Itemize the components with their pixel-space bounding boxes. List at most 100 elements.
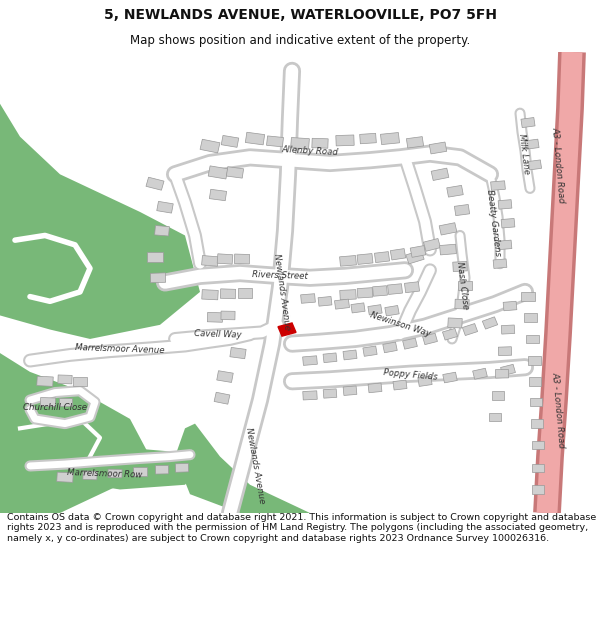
Polygon shape <box>368 304 382 315</box>
Polygon shape <box>209 189 227 201</box>
Polygon shape <box>493 259 507 268</box>
Text: Nash Close: Nash Close <box>455 261 469 309</box>
Polygon shape <box>393 380 407 390</box>
Polygon shape <box>440 244 457 255</box>
Polygon shape <box>200 139 220 153</box>
Polygon shape <box>217 371 233 382</box>
Polygon shape <box>391 249 406 260</box>
Text: Marrelsmoor Row: Marrelsmoor Row <box>67 468 143 479</box>
Polygon shape <box>503 301 517 311</box>
Polygon shape <box>489 412 501 421</box>
Polygon shape <box>323 389 337 398</box>
Text: Poppy Fields: Poppy Fields <box>383 368 437 381</box>
Polygon shape <box>221 136 239 148</box>
Polygon shape <box>491 181 505 191</box>
Text: Milk Lane: Milk Lane <box>517 133 531 174</box>
Polygon shape <box>57 472 73 482</box>
Polygon shape <box>146 177 164 190</box>
Polygon shape <box>455 299 469 309</box>
Polygon shape <box>373 286 388 296</box>
Polygon shape <box>368 383 382 392</box>
Polygon shape <box>302 356 317 366</box>
Polygon shape <box>482 317 497 329</box>
Polygon shape <box>336 135 354 146</box>
Polygon shape <box>406 250 424 264</box>
Polygon shape <box>525 139 539 149</box>
Polygon shape <box>447 186 463 197</box>
Polygon shape <box>37 376 53 386</box>
Polygon shape <box>403 338 418 349</box>
Polygon shape <box>202 289 218 300</box>
Polygon shape <box>363 346 377 356</box>
Polygon shape <box>221 311 235 320</box>
Polygon shape <box>147 253 163 262</box>
Polygon shape <box>151 273 166 282</box>
Polygon shape <box>357 288 373 298</box>
Polygon shape <box>323 353 337 362</box>
Polygon shape <box>318 296 332 306</box>
Polygon shape <box>526 335 539 343</box>
Polygon shape <box>157 201 173 213</box>
Polygon shape <box>155 466 169 474</box>
Polygon shape <box>443 372 457 383</box>
Polygon shape <box>529 160 542 170</box>
Polygon shape <box>266 136 283 147</box>
Polygon shape <box>532 441 544 449</box>
Polygon shape <box>410 246 426 258</box>
Polygon shape <box>359 133 376 144</box>
Text: Newlands Avenue: Newlands Avenue <box>244 428 266 505</box>
Polygon shape <box>453 261 467 271</box>
Polygon shape <box>303 391 317 400</box>
Polygon shape <box>424 239 440 251</box>
Text: Rivers Street: Rivers Street <box>252 271 308 281</box>
Polygon shape <box>208 166 228 179</box>
Polygon shape <box>521 118 535 127</box>
Polygon shape <box>357 254 373 264</box>
Polygon shape <box>442 328 458 340</box>
Polygon shape <box>245 132 265 145</box>
Polygon shape <box>30 442 200 489</box>
Polygon shape <box>340 256 356 266</box>
Polygon shape <box>83 471 97 480</box>
Polygon shape <box>498 199 512 209</box>
Text: Allenby Road: Allenby Road <box>281 145 338 157</box>
Polygon shape <box>499 347 512 356</box>
Text: Marrelsmoor Avenue: Marrelsmoor Avenue <box>75 343 165 356</box>
Polygon shape <box>385 306 399 316</box>
Polygon shape <box>226 167 244 178</box>
Polygon shape <box>58 375 72 384</box>
Polygon shape <box>301 294 316 303</box>
Polygon shape <box>235 254 250 264</box>
Text: Cavell Way: Cavell Way <box>194 329 242 339</box>
Text: Map shows position and indicative extent of the property.: Map shows position and indicative extent… <box>130 34 470 47</box>
Polygon shape <box>155 226 169 236</box>
Polygon shape <box>108 469 122 478</box>
Polygon shape <box>431 168 449 181</box>
Polygon shape <box>175 463 188 472</box>
Polygon shape <box>496 369 509 378</box>
Polygon shape <box>343 350 357 360</box>
Polygon shape <box>202 256 218 266</box>
Polygon shape <box>422 333 437 344</box>
Polygon shape <box>404 282 419 292</box>
Polygon shape <box>458 281 472 290</box>
Polygon shape <box>448 318 462 328</box>
Polygon shape <box>312 138 328 148</box>
Polygon shape <box>230 348 246 359</box>
Polygon shape <box>532 485 544 494</box>
Text: Beatty Gardens: Beatty Gardens <box>485 189 503 257</box>
Polygon shape <box>59 398 71 406</box>
Polygon shape <box>374 252 389 262</box>
Polygon shape <box>383 342 397 352</box>
Text: Newinson Way: Newinson Way <box>368 311 431 339</box>
Polygon shape <box>406 137 424 148</box>
Polygon shape <box>492 391 504 399</box>
Polygon shape <box>521 292 535 301</box>
Polygon shape <box>501 219 515 228</box>
Text: Churchill Close: Churchill Close <box>23 403 87 412</box>
Polygon shape <box>290 138 310 149</box>
Polygon shape <box>40 398 56 406</box>
Polygon shape <box>388 284 403 294</box>
Text: Newlands Avenue: Newlands Avenue <box>272 253 292 331</box>
Text: 5, NEWLANDS AVENUE, WATERLOOVILLE, PO7 5FH: 5, NEWLANDS AVENUE, WATERLOOVILLE, PO7 5… <box>104 8 497 21</box>
